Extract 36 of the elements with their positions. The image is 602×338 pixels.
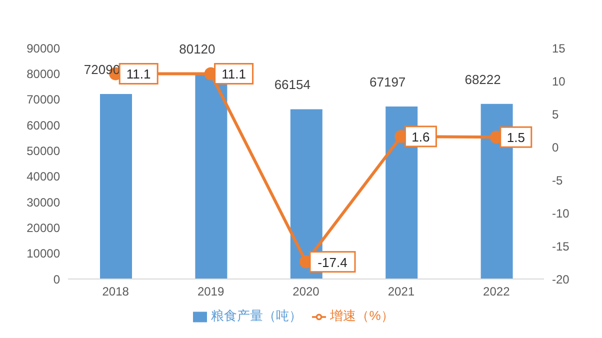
y2-tick-label: -20 [552, 272, 570, 286]
data-label: -17.4 [318, 254, 348, 270]
x-tick-label: 2020 [292, 284, 320, 299]
data-label: 11.1 [222, 66, 246, 82]
y2-tick-label: 5 [552, 107, 559, 122]
y-tick-label: 40000 [26, 170, 60, 184]
data-label: 1.6 [412, 129, 430, 144]
data-label: 68222 [464, 72, 501, 87]
data-label: 80120 [179, 41, 216, 56]
y2-tick-label: 15 [552, 41, 566, 56]
data-label: 11.1 [126, 66, 151, 82]
data-label: 1.5 [506, 130, 525, 146]
y-tick-label: 60000 [26, 118, 60, 132]
y-tick-label: 80000 [26, 66, 60, 81]
y-tick-label: 50000 [26, 144, 60, 158]
data-label: 72090 [84, 62, 120, 77]
x-tick-label: 2019 [197, 284, 224, 299]
x-tick-label: 2021 [388, 284, 415, 299]
legend-label: 粮食产量（吨） [211, 308, 302, 323]
x-tick-label: 2022 [483, 284, 510, 299]
legend-label: 增速（%） [330, 308, 394, 323]
y2-tick-label: -5 [552, 173, 563, 188]
y2-tick-label: -10 [552, 206, 570, 220]
y-tick-label: 10000 [26, 246, 60, 261]
y-tick-label: 20000 [26, 220, 60, 235]
bar [100, 94, 132, 279]
data-label: 66154 [274, 77, 310, 92]
data-label: 67197 [370, 74, 406, 90]
y2-tick-label: 10 [552, 74, 566, 88]
y-tick-label: 90000 [26, 41, 60, 56]
y2-tick-label: 0 [552, 140, 559, 154]
y-tick-label: 0 [53, 272, 60, 286]
y2-tick-label: -15 [552, 239, 570, 254]
y-tick-label: 30000 [26, 195, 60, 210]
x-tick-label: 2018 [102, 284, 130, 299]
y-tick-label: 70000 [26, 92, 60, 107]
